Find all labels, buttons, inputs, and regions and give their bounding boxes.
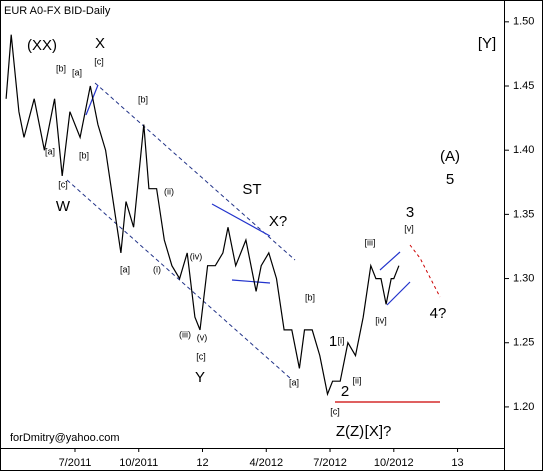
wave-label: ST xyxy=(242,181,261,198)
wave-label: [c] xyxy=(94,56,104,66)
y-tick-label: 1.35 xyxy=(513,208,534,220)
wave-label: Y xyxy=(195,369,205,386)
wave-label: 2 xyxy=(341,383,349,400)
channel-line xyxy=(66,179,291,379)
y-tick-label: 1.50 xyxy=(513,16,534,28)
wave-label: (A) xyxy=(440,148,460,165)
wave-label: [c] xyxy=(330,406,340,416)
wave-label: W xyxy=(56,198,71,215)
wedge-line xyxy=(231,279,271,284)
x-tick-label: 12 xyxy=(196,457,208,469)
x-tick-label: 13 xyxy=(451,457,463,469)
x-tick-label: 10/2011 xyxy=(119,457,158,469)
x-tick-label: 4/2012 xyxy=(249,457,283,469)
x-tick-label: 10/2012 xyxy=(374,457,414,469)
wave-label: Z(Z) xyxy=(336,423,364,440)
wave-label: [a] xyxy=(45,146,55,156)
wave-label: [c] xyxy=(196,351,206,361)
wedge-line xyxy=(85,84,99,116)
wave-label: [a] xyxy=(289,377,299,387)
x-tick-label: 7/2011 xyxy=(59,457,92,469)
plot-frame xyxy=(0,0,505,449)
wave-label: 5 xyxy=(446,171,454,188)
footer: forDmitry@yahoo.com xyxy=(10,432,120,444)
wave-label: [b] xyxy=(138,94,148,104)
wave-label: [b] xyxy=(79,150,89,160)
wave-label: [Y] xyxy=(478,35,496,52)
wave-label: [c] xyxy=(58,179,68,189)
wave-label: X? xyxy=(269,213,287,230)
y-tick-label: 1.25 xyxy=(513,337,534,349)
wave-label: [i] xyxy=(337,335,344,345)
wave-label: [ii] xyxy=(353,375,362,385)
wedge-lines xyxy=(85,84,411,306)
wave-label: (XX) xyxy=(27,37,57,54)
wave-label: (iii) xyxy=(179,329,191,339)
wave-label: [a] xyxy=(72,67,82,77)
wave-label: 3 xyxy=(406,204,414,221)
wave-label: (ii) xyxy=(164,186,174,196)
wave-label: [b] xyxy=(305,292,315,302)
wave-label: [iii] xyxy=(365,237,376,247)
y-tick-label: 1.20 xyxy=(513,401,534,413)
wedge-line xyxy=(211,203,271,237)
wave-label: [iv] xyxy=(375,315,387,325)
wedge-line xyxy=(379,251,401,271)
chart-title: EUR A0-FX BID-Daily xyxy=(4,5,111,17)
wave-label: (i) xyxy=(153,264,161,274)
wave-label: (iv) xyxy=(190,251,203,261)
wave-label: 4? xyxy=(430,305,447,322)
price-line xyxy=(5,34,400,397)
wave-label: [v] xyxy=(404,223,414,233)
channel-lines xyxy=(66,82,296,379)
y-tick-label: 1.40 xyxy=(513,144,534,156)
wave-label: [a] xyxy=(120,264,130,274)
y-axis-frame xyxy=(504,0,543,471)
wave-label: [X]? xyxy=(365,423,392,440)
wedge-line xyxy=(386,281,411,306)
y-tick-label: 1.45 xyxy=(513,80,534,92)
wave-label: [b] xyxy=(56,63,66,73)
wave-label: X xyxy=(95,35,105,52)
y-tick-label: 1.30 xyxy=(513,272,534,284)
x-tick-label: 7/2012 xyxy=(313,457,347,469)
channel-line xyxy=(94,82,296,261)
wave-label: (v) xyxy=(197,332,208,342)
wave-label: 1 xyxy=(329,333,337,350)
